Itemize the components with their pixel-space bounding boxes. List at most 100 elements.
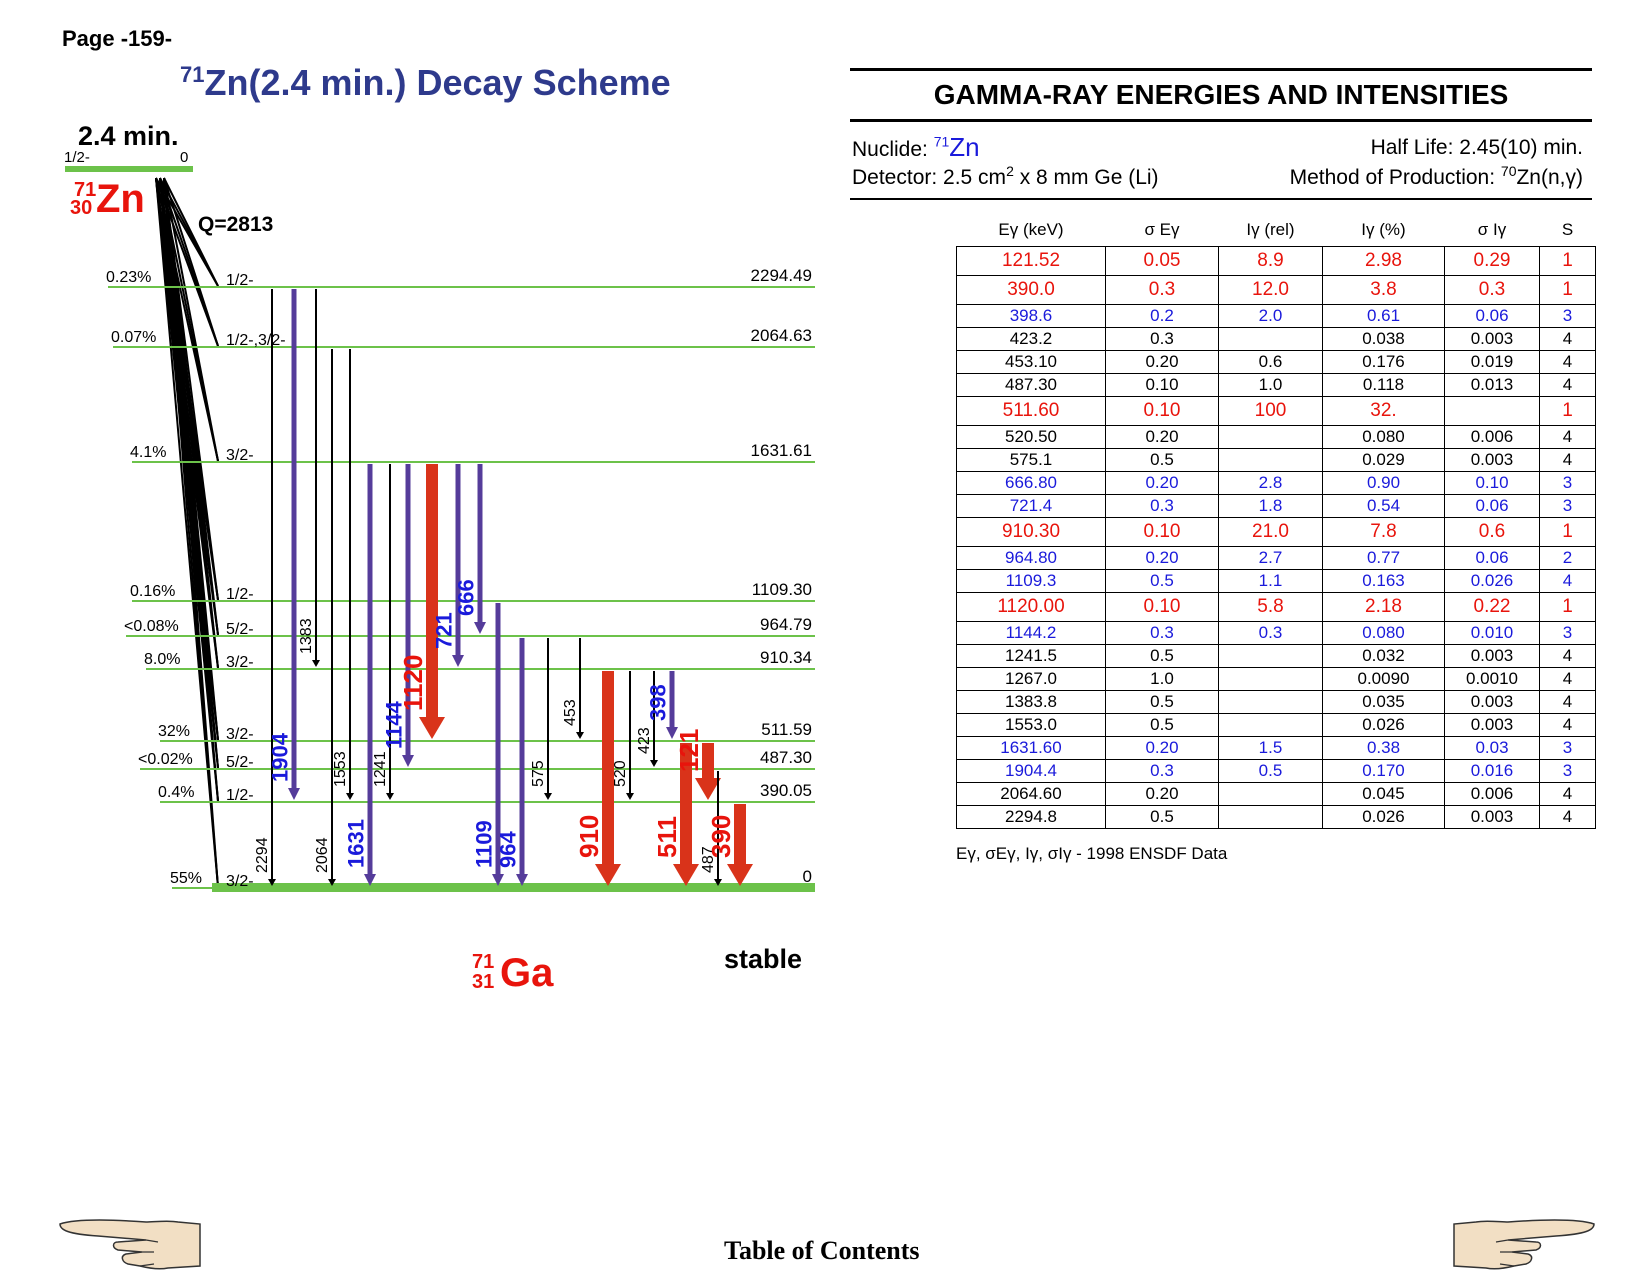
table-cell: 0.3 [1105,494,1219,518]
transition-arrowhead [626,793,634,800]
table-cell: 1109.3 [956,569,1106,593]
table-cell: 0.3 [1218,621,1323,645]
table-cell: 0.54 [1322,494,1445,518]
table-cell: 0.38 [1322,736,1445,760]
table-cell [1218,667,1323,691]
gamma-transition-1904: 1904 [268,289,300,800]
table-cell: 0.5 [1105,805,1219,829]
table-cell: 1 [1539,246,1596,276]
table-cell: 0.003 [1444,327,1540,351]
table-of-contents-link[interactable]: Table of Contents [724,1236,920,1265]
table-cell: 5.8 [1218,592,1323,622]
level-energy: 910.34 [760,648,812,667]
table-header-row: Eγ (keV) σ Eγ Iγ (rel) Iγ (%) σ Iγ S [957,220,1596,247]
transition-arrowhead [328,879,336,886]
table-row: 511.60 0.10 100 32. 1 [956,396,1596,426]
table-cell: 0.0010 [1444,667,1540,691]
energy-level-line [212,600,815,602]
energy-level-line [212,286,815,288]
gamma-transitions: 2294 1904 1383 2064 1553 1631 1241 114411207216… [254,289,753,886]
level-spin: 3/2- [226,654,254,671]
gamma-transition-575: 575 [530,638,552,800]
daughter-atomic-number: 31 [472,971,494,993]
gamma-transition-398: 398 [646,671,678,739]
table-cell: 1 [1539,517,1596,547]
production-method: Method of Production: 70Zn(n,γ) [1289,163,1583,189]
table-row: 721.4 0.3 1.8 0.54 0.06 3 [956,494,1596,518]
table-cell: 0.5 [1105,690,1219,714]
table-cell: 0.5 [1105,569,1219,593]
table-cell: 0.016 [1444,759,1540,783]
branch-percent: <0.08% [124,618,179,635]
transition-arrowhead [419,717,445,739]
branch-percent: 0.23% [106,269,151,286]
table-cell: 4 [1539,782,1596,806]
next-page-button[interactable] [1450,1214,1596,1274]
table-cell: 390.0 [956,275,1106,305]
table-cell: 0.163 [1322,569,1445,593]
table-cell: 0.03 [1444,736,1540,760]
gamma-transition-121: 121 [674,729,721,800]
table-cell: 423.2 [956,327,1106,351]
level-spin: 1/2- [226,787,254,804]
table-cell: 0.003 [1444,448,1540,472]
transition-label: 721 [432,612,457,649]
gamma-transition-511: 511 [652,743,699,886]
table-cell [1218,448,1323,472]
table-cell: 3 [1539,304,1596,328]
table-cell: 4 [1539,425,1596,449]
table-cell: 0.170 [1322,759,1445,783]
transition-label: 511 [652,816,682,858]
table-cell: 4 [1539,448,1596,472]
gamma-transition-1553: 1553 [332,349,354,800]
transition-arrowhead [695,778,721,800]
table-cell [1218,644,1323,668]
table-cell: 511.60 [956,396,1106,426]
gamma-ray-table: Eγ (keV) σ Eγ Iγ (rel) Iγ (%) σ Iγ S 121… [956,220,1596,829]
table-cell: 1553.0 [956,713,1106,737]
table-cell: 4 [1539,805,1596,829]
prev-page-button[interactable] [58,1214,204,1274]
table-cell: 0.3 [1105,759,1219,783]
table-cell: 0.0090 [1322,667,1445,691]
table-cell: 0.080 [1322,621,1445,645]
header-intensity-uncertainty: σ Iγ [1477,220,1507,239]
table-cell: 3 [1539,471,1596,495]
table-cell: 1383.8 [956,690,1106,714]
beta-feed-line [163,177,219,462]
transition-arrowhead [474,622,486,634]
branch-percent: 0.4% [158,784,194,801]
gamma-transition-910: 910 [574,671,621,886]
daughter-mass-number: 71 [472,951,494,973]
energy-level-line [212,461,815,463]
table-cell: 0.118 [1322,373,1445,397]
transition-label: 2294 [254,837,271,873]
table-cell: 2.0 [1218,304,1323,328]
table-row: 520.50 0.20 0.080 0.006 4 [956,425,1596,449]
transition-label: 1144 [382,701,407,749]
level-energy: 1631.61 [751,441,812,460]
header-energy-uncertainty: σ Eγ [1144,220,1180,239]
level-spin: 5/2- [226,621,254,638]
title-mass-number: 71 [180,62,205,87]
table-cell: 0.6 [1444,517,1540,547]
table-cell: 0.5 [1218,759,1323,783]
half-life: Half Life: 2.45(10) min. [1370,136,1583,159]
table-cell: 0.5 [1105,448,1219,472]
table-cell: 100 [1218,396,1323,426]
decay-scheme-title: 71Zn(2.4 min.) Decay Scheme [180,62,671,104]
table-row: 121.52 0.05 8.9 2.98 0.29 1 [956,246,1596,276]
level-spin: 1/2- [226,586,254,603]
parent-atomic-number: 30 [70,197,92,219]
table-cell: 0.20 [1105,736,1219,760]
table-cell [1218,713,1323,737]
table-cell: 1120.00 [956,592,1106,622]
table-row: 2294.8 0.5 0.026 0.003 4 [956,805,1596,829]
header-relative-intensity: Iγ (rel) [1246,220,1295,239]
table-cell [1218,782,1323,806]
transition-arrowhead [386,793,394,800]
table-cell: 1.8 [1218,494,1323,518]
gamma-transition-1631: 1631 [344,464,376,886]
transition-arrowhead [452,655,464,667]
transition-arrowhead [288,788,300,800]
